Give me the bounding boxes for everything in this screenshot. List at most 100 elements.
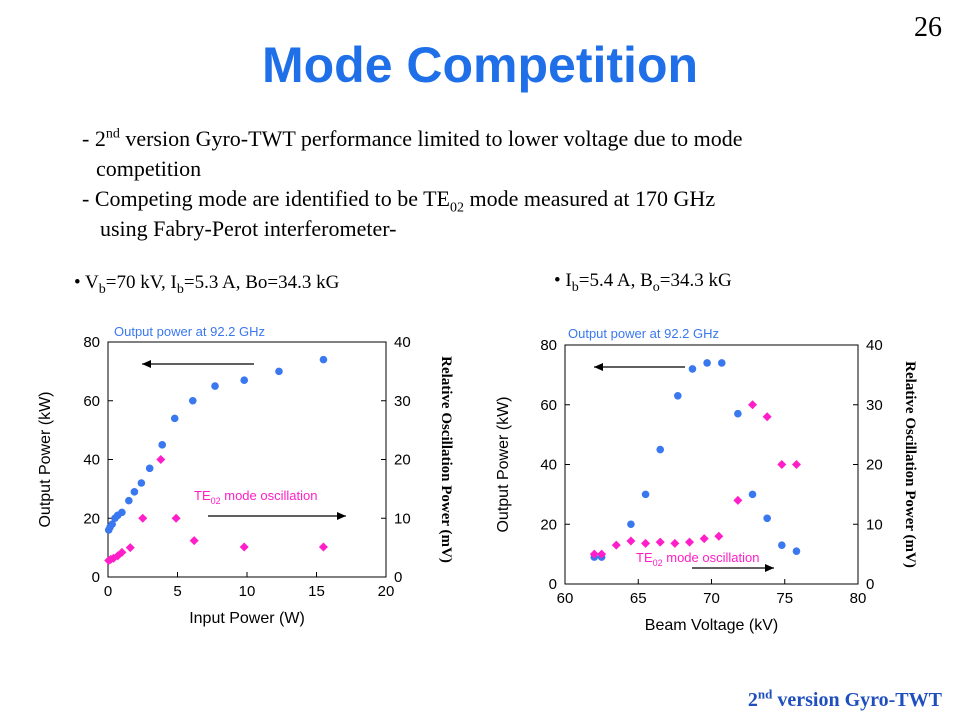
y-tick-label: 20 — [83, 510, 100, 527]
bullet-1-text: version Gyro-TWT performance limited to … — [119, 126, 743, 151]
oscillation-power-point — [670, 538, 680, 548]
blue-series-annotation: Output power at 92.2 GHz — [568, 326, 719, 341]
x-tick-label: 20 — [378, 583, 395, 600]
y2-tick-label: 40 — [866, 337, 883, 354]
output-power-point — [717, 359, 726, 367]
y-tick-label: 80 — [83, 334, 100, 351]
y2-tick-label: 10 — [866, 516, 883, 533]
oscillation-power-point — [589, 549, 599, 559]
output-power-point — [145, 464, 154, 473]
output-power-point — [641, 490, 650, 499]
output-power-point — [188, 396, 197, 405]
right-arrowhead — [337, 512, 346, 520]
bullet-1-prefix: - 2 — [82, 126, 106, 151]
output-power-point — [125, 496, 133, 505]
oscillation-power-point — [655, 537, 665, 547]
oscillation-power-point — [699, 534, 709, 544]
output-power-point — [748, 490, 757, 499]
y2-axis-label: Relative Oscillation Power (mV) — [438, 356, 454, 563]
slide-title: Mode Competition — [261, 37, 699, 93]
bullet-1-sup: nd — [105, 126, 120, 142]
output-power-point — [211, 382, 219, 390]
output-power-point — [688, 365, 697, 373]
output-power-point — [674, 391, 682, 400]
oscillation-power-point — [611, 540, 621, 550]
bullet-2-rest: mode measured at 170 GHz — [464, 186, 716, 211]
output-power-point — [137, 479, 146, 487]
bullet-2: - Competing mode are identified to be TE… — [82, 184, 922, 216]
footer-label: 2nd version Gyro-TWT — [747, 686, 942, 711]
bullet-2-continued: using Fabry-Perot interferometer- — [100, 216, 397, 241]
output-power-point — [703, 359, 711, 367]
oscillation-power-point — [117, 547, 127, 557]
y2-axis-label: Relative Oscillation Power (mV) — [902, 361, 918, 568]
y-tick-label: 0 — [92, 569, 100, 586]
oscillation-power-point — [626, 536, 636, 546]
oscillation-power-point — [138, 513, 148, 523]
output-power-point — [792, 547, 801, 555]
oscillation-power-point — [156, 455, 166, 464]
oscillation-power-point — [685, 537, 695, 547]
y-axis-label: Output Power (kW) — [37, 391, 54, 527]
y2-tick-label: 30 — [866, 397, 883, 414]
y-tick-label: 20 — [540, 516, 557, 533]
y2-tick-label: 40 — [394, 334, 411, 351]
oscillation-power-point — [762, 412, 772, 422]
bullet-1-continued: competition — [96, 156, 202, 181]
y-tick-label: 40 — [540, 457, 557, 474]
left-chart-caption: • Vb=70 kV, Ib=5.3 A, Bo=34.3 kG — [74, 272, 340, 297]
oscillation-power-point — [791, 460, 801, 469]
oscillation-power-point — [777, 460, 787, 469]
output-power-point — [118, 508, 126, 517]
oscillation-power-point — [597, 549, 607, 559]
magenta-series-annotation: TE02 mode oscillation — [636, 550, 759, 568]
y-tick-label: 60 — [540, 397, 557, 414]
right-chart-caption: • Ib=5.4 A, Bo=34.3 kG — [554, 270, 732, 295]
bullet-list: - 2nd version Gyro-TWT performance limit… — [82, 124, 922, 244]
y2-tick-label: 10 — [394, 510, 411, 527]
oscillation-power-point — [748, 400, 758, 410]
y-tick-label: 0 — [549, 576, 557, 593]
output-power-point — [130, 488, 139, 496]
plot-frame — [564, 344, 859, 585]
oscillation-power-point — [171, 513, 181, 523]
output-power-point — [734, 409, 742, 418]
output-power-point — [108, 520, 116, 528]
bullet-1: - 2nd version Gyro-TWT performance limit… — [82, 124, 922, 154]
output-power-point — [319, 355, 328, 364]
x-axis-label: Beam Voltage (kV) — [645, 617, 778, 634]
oscillation-power-point — [318, 542, 328, 552]
x-tick-label: 10 — [239, 583, 256, 600]
output-power-point — [778, 541, 786, 549]
y2-tick-label: 0 — [394, 569, 402, 586]
plot-frame — [107, 341, 387, 578]
oscillation-power-point — [113, 551, 123, 561]
output-power-point — [158, 441, 167, 449]
y-tick-label: 60 — [83, 393, 100, 410]
output-power-point — [240, 376, 249, 384]
output-power-point — [170, 414, 179, 423]
slide-number: 26 — [914, 12, 942, 43]
right-arrowhead — [765, 564, 774, 572]
magenta-series-annotation: TE02 mode oscillation — [194, 488, 317, 506]
oscillation-power-point — [125, 543, 135, 553]
y-axis-label: Output Power (kW) — [495, 396, 512, 532]
bullet-2-sub: 02 — [450, 200, 464, 216]
y-tick-label: 80 — [540, 337, 557, 354]
x-tick-label: 65 — [630, 590, 647, 607]
x-tick-label: 5 — [173, 583, 181, 600]
oscillation-power-point — [239, 542, 249, 552]
bullet-2-text: - Competing mode are identified to be TE — [82, 186, 450, 211]
left-arrowhead — [594, 363, 603, 371]
x-tick-label: 15 — [308, 583, 325, 600]
output-power-point — [627, 520, 635, 529]
x-tick-label: 75 — [776, 590, 793, 607]
oscillation-power-point — [733, 495, 743, 505]
x-tick-label: 70 — [703, 590, 720, 607]
y2-tick-label: 20 — [866, 457, 883, 474]
left-arrowhead — [142, 360, 151, 368]
x-tick-label: 80 — [850, 590, 867, 607]
output-power-point — [656, 445, 665, 454]
